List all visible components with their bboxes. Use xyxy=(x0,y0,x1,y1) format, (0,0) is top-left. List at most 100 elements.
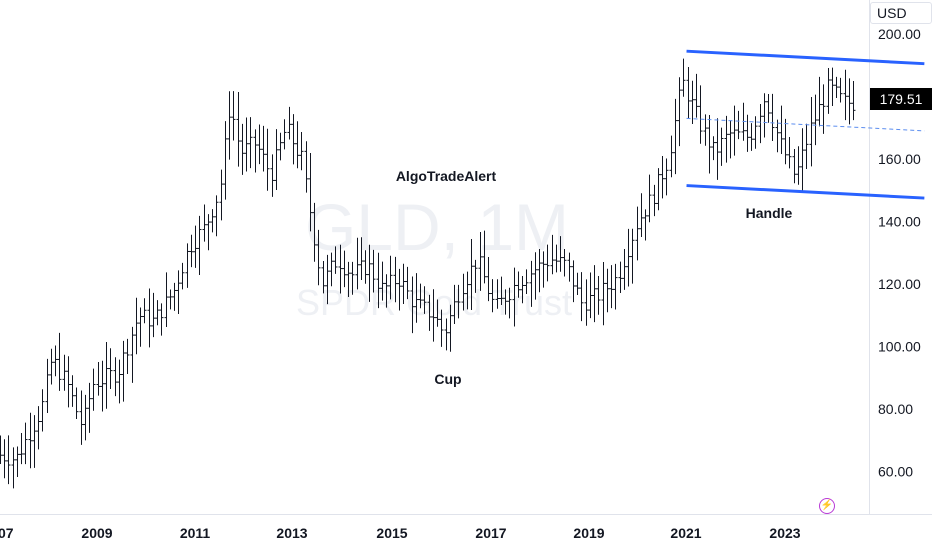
ohlc-bar xyxy=(401,263,406,304)
ohlc-bar xyxy=(762,93,767,138)
ohlc-bar xyxy=(164,272,169,328)
y-tick-label: 120.00 xyxy=(878,276,921,292)
ohlc-bar xyxy=(541,251,546,288)
ohlc-bar xyxy=(108,348,113,389)
ohlc-bar xyxy=(843,69,848,121)
ohlc-bar xyxy=(45,358,50,413)
ohlc-bar xyxy=(575,272,580,296)
trend-line-midline[interactable] xyxy=(686,117,925,132)
ohlc-bar xyxy=(516,271,521,298)
ohlc-bar xyxy=(270,154,275,197)
x-tick-label: 2011 xyxy=(180,525,211,541)
ohlc-bar xyxy=(405,266,410,300)
ohlc-bar xyxy=(749,123,754,151)
x-tick-label: 2023 xyxy=(769,525,800,541)
ohlc-bar xyxy=(792,148,797,184)
ohlc-bar xyxy=(690,80,695,125)
ohlc-bar xyxy=(847,78,852,125)
ohlc-bar xyxy=(431,289,436,342)
time-axis[interactable]: 07 2009 2011 2013 2015 2017 2019 2021 2023 xyxy=(0,525,801,541)
x-tick-label: 2013 xyxy=(276,525,307,541)
ohlc-bar xyxy=(2,439,7,479)
ohlc-bar xyxy=(350,261,355,295)
ohlc-bar xyxy=(851,81,856,121)
ohlc-bar xyxy=(486,257,491,302)
ohlc-bar xyxy=(550,234,555,275)
ohlc-bar xyxy=(766,93,771,123)
ohlc-bar xyxy=(601,262,606,326)
ohlc-bar xyxy=(11,447,16,489)
ohlc-bar xyxy=(138,307,143,347)
ohlc-bar xyxy=(558,236,563,272)
ohlc-bar xyxy=(261,125,266,172)
ohlc-bar xyxy=(652,184,657,217)
ohlc-bar xyxy=(800,128,805,193)
ohlc-bar xyxy=(189,234,194,268)
x-tick-label: 07 xyxy=(0,525,14,541)
ohlc-bar xyxy=(588,272,593,319)
lightning-icon[interactable]: ⚡ xyxy=(819,498,835,514)
ohlc-bar xyxy=(180,262,185,290)
ohlc-bar xyxy=(19,433,24,465)
ohlc-bar xyxy=(117,359,122,404)
ohlc-bar xyxy=(329,252,334,287)
x-tick-label: 2019 xyxy=(573,525,604,541)
ohlc-bar xyxy=(333,246,338,274)
ohlc-bar xyxy=(495,279,500,309)
ohlc-bar xyxy=(422,286,427,314)
ohlc-bar xyxy=(779,105,784,154)
trend-line-channel-top[interactable] xyxy=(686,49,925,66)
ohlc-bar xyxy=(770,93,775,141)
ohlc-bar xyxy=(469,238,474,310)
ohlc-bar xyxy=(346,261,351,298)
y-tick-label: 200.00 xyxy=(878,26,921,42)
ohlc-bar xyxy=(6,435,11,485)
ohlc-bar xyxy=(677,77,682,147)
ohlc-bar xyxy=(219,169,224,221)
last-price-label: 179.51 xyxy=(870,88,932,110)
ohlc-bar xyxy=(355,237,360,290)
ohlc-bar xyxy=(618,261,623,293)
ohlc-bar xyxy=(554,244,559,273)
ohlc-bar xyxy=(664,158,669,196)
ohlc-bar xyxy=(0,435,3,464)
ohlc-bar xyxy=(282,119,287,150)
ohlc-bar xyxy=(809,96,814,167)
ohlc-bar xyxy=(308,153,313,232)
ohlc-bar xyxy=(698,85,703,144)
ohlc-bar xyxy=(176,270,181,315)
ohlc-bar xyxy=(214,195,219,237)
ohlc-bar xyxy=(783,118,788,165)
ohlc-bar xyxy=(461,273,466,311)
trend-lines[interactable] xyxy=(686,49,925,200)
ohlc-bar xyxy=(482,230,487,284)
ohlc-bar xyxy=(499,276,504,306)
ohlc-bar xyxy=(79,390,84,445)
ohlc-bar xyxy=(312,202,317,262)
ohlc-bar xyxy=(579,272,584,322)
trend-line-channel-bottom[interactable] xyxy=(686,184,925,200)
ohlc-bar xyxy=(49,348,54,385)
ohlc-bar xyxy=(40,389,45,432)
ohlc-bar xyxy=(384,274,389,308)
ohlc-bar xyxy=(529,260,534,307)
y-tick-label: 140.00 xyxy=(878,214,921,230)
ohlc-bar xyxy=(325,254,330,305)
ohlc-bar xyxy=(830,67,835,107)
ohlc-bar xyxy=(193,225,198,268)
ohlc-bar xyxy=(584,279,589,326)
ohlc-bar xyxy=(758,103,763,144)
ohlc-bar xyxy=(28,412,33,469)
currency-selector[interactable]: USD xyxy=(870,2,932,24)
ohlc-bar xyxy=(359,237,364,281)
ohlc-bar xyxy=(227,91,232,160)
ohlc-bar xyxy=(813,94,818,146)
ohlc-bar xyxy=(821,84,826,134)
ohlc-bar xyxy=(787,136,792,169)
ohlc-bar xyxy=(622,249,627,290)
ohlc-bar xyxy=(435,299,440,327)
ohlc-bar xyxy=(732,105,737,156)
y-tick-label: 80.00 xyxy=(878,401,913,417)
